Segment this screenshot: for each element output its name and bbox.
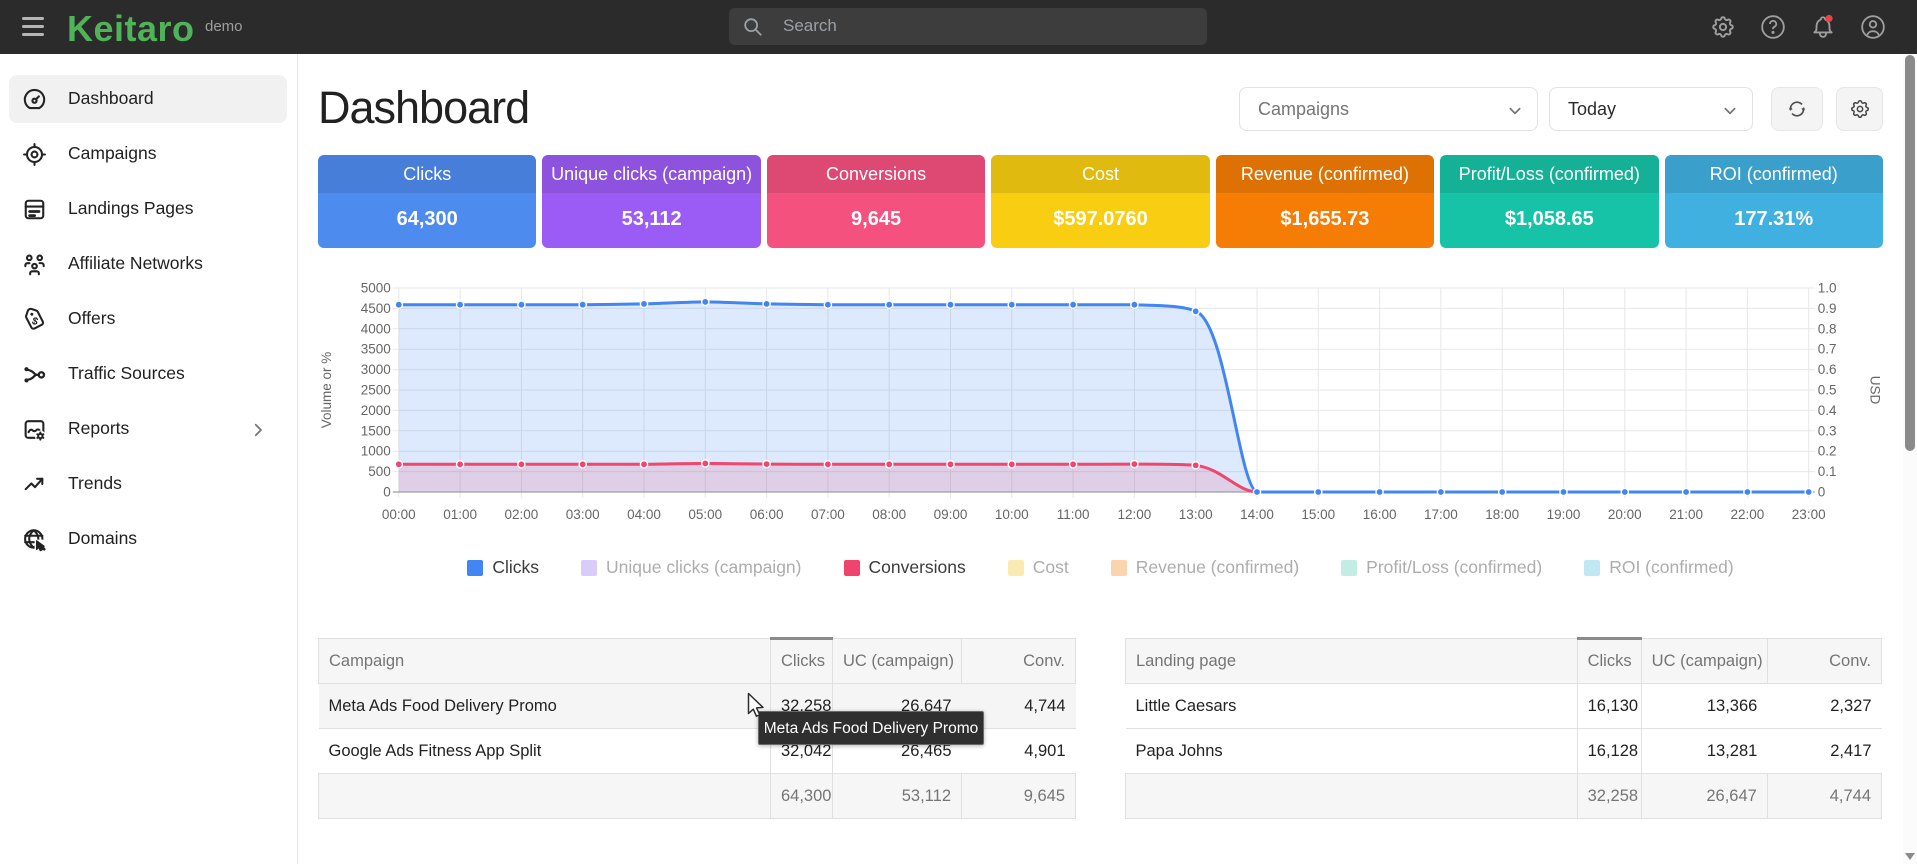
- svg-text:12:00: 12:00: [1118, 507, 1152, 522]
- svg-text:Volume or %: Volume or %: [319, 352, 334, 429]
- svg-text:05:00: 05:00: [688, 507, 722, 522]
- svg-text:21:00: 21:00: [1669, 507, 1703, 522]
- svg-text:09:00: 09:00: [934, 507, 968, 522]
- svg-text:0.5: 0.5: [1818, 383, 1837, 398]
- svg-text:3500: 3500: [361, 342, 391, 357]
- svg-text:00:00: 00:00: [382, 507, 416, 522]
- svg-text:0.3: 0.3: [1818, 423, 1837, 438]
- svg-text:04:00: 04:00: [627, 507, 661, 522]
- svg-text:$: $: [30, 315, 39, 327]
- svg-text:0.4: 0.4: [1818, 403, 1837, 418]
- svg-text:14:00: 14:00: [1240, 507, 1274, 522]
- svg-text:0.1: 0.1: [1818, 464, 1837, 479]
- svg-text:16:00: 16:00: [1363, 507, 1397, 522]
- svg-text:01:00: 01:00: [443, 507, 477, 522]
- svg-text:02:00: 02:00: [505, 507, 539, 522]
- svg-text:4500: 4500: [361, 301, 391, 316]
- svg-text:0.9: 0.9: [1818, 301, 1837, 316]
- svg-text:500: 500: [368, 464, 391, 479]
- svg-text:18:00: 18:00: [1485, 507, 1519, 522]
- svg-text:13:00: 13:00: [1179, 507, 1213, 522]
- svg-text:0.8: 0.8: [1818, 321, 1837, 336]
- svg-text:3000: 3000: [361, 362, 391, 377]
- svg-text:2000: 2000: [361, 403, 391, 418]
- svg-text:0: 0: [1818, 485, 1826, 500]
- svg-text:20:00: 20:00: [1608, 507, 1642, 522]
- svg-text:1.0: 1.0: [1818, 281, 1837, 296]
- svg-text:USD: USD: [1868, 376, 1883, 405]
- svg-text:03:00: 03:00: [566, 507, 600, 522]
- svg-text:15:00: 15:00: [1301, 507, 1335, 522]
- svg-text:22:00: 22:00: [1731, 507, 1765, 522]
- svg-text:1000: 1000: [361, 444, 391, 459]
- svg-text:08:00: 08:00: [872, 507, 906, 522]
- svg-text:0.7: 0.7: [1818, 342, 1837, 357]
- svg-text:4000: 4000: [361, 321, 391, 336]
- svg-text:5000: 5000: [361, 281, 391, 296]
- svg-text:1500: 1500: [361, 423, 391, 438]
- svg-text:07:00: 07:00: [811, 507, 845, 522]
- svg-text:10:00: 10:00: [995, 507, 1029, 522]
- svg-text:11:00: 11:00: [1057, 507, 1090, 522]
- svg-text:0.2: 0.2: [1818, 444, 1837, 459]
- svg-text:0: 0: [383, 485, 391, 500]
- svg-text:23:00: 23:00: [1792, 507, 1826, 522]
- svg-text:19:00: 19:00: [1547, 507, 1581, 522]
- svg-text:0.6: 0.6: [1818, 362, 1837, 377]
- svg-text:17:00: 17:00: [1424, 507, 1458, 522]
- svg-text:06:00: 06:00: [750, 507, 784, 522]
- svg-text:2500: 2500: [361, 383, 391, 398]
